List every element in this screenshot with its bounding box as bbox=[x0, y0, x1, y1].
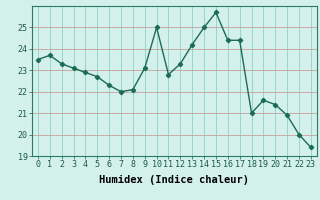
X-axis label: Humidex (Indice chaleur): Humidex (Indice chaleur) bbox=[100, 175, 249, 185]
